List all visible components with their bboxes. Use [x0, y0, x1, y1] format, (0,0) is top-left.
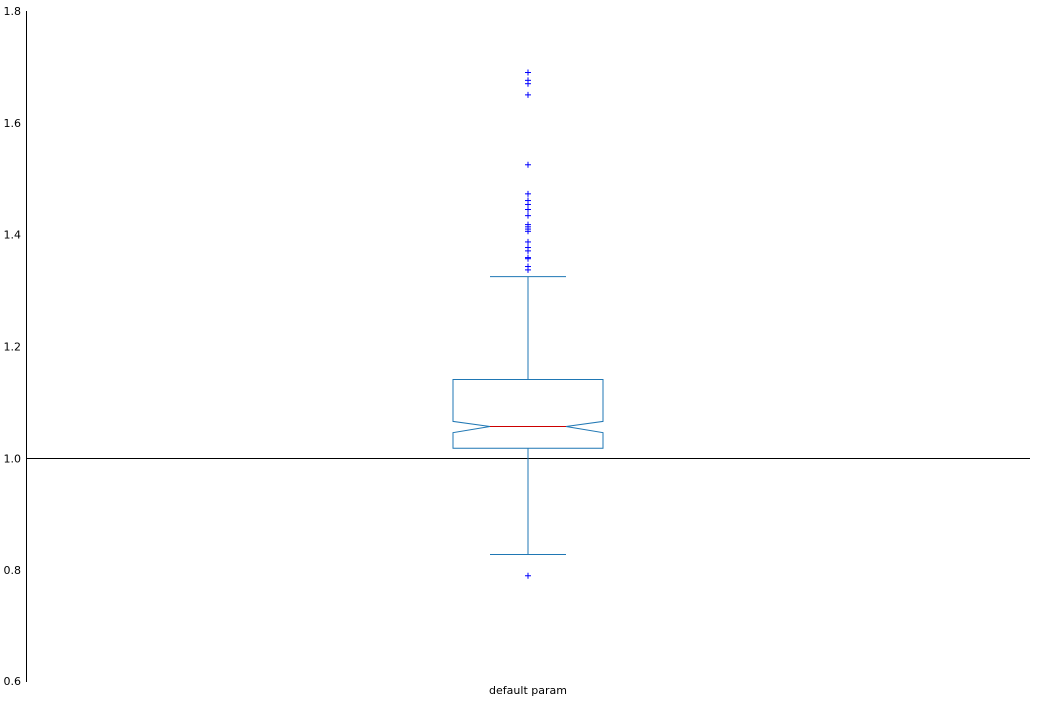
outlier-point [525, 77, 531, 84]
y-tick-label: 1.6 [4, 117, 22, 130]
y-tick-label: 1.2 [4, 341, 22, 354]
outlier-point [525, 263, 531, 270]
outlier-point [525, 190, 531, 197]
outlier-point [525, 161, 531, 168]
y-tick-label: 1.0 [4, 452, 22, 465]
y-tick-label: 1.8 [4, 5, 22, 18]
outlier-point [525, 91, 531, 98]
outlier-point [525, 221, 531, 228]
category-labels: default param [489, 684, 567, 697]
outlier-point [525, 254, 531, 261]
y-tick-label: 0.6 [4, 675, 22, 688]
outlier-point [525, 197, 531, 204]
outlier-point [525, 206, 531, 213]
outlier-point [525, 238, 531, 245]
y-tick-label: 0.8 [4, 564, 22, 577]
box-notched [452, 378, 604, 449]
y-tick-label: 1.4 [4, 229, 22, 242]
x-category-label: default param [489, 684, 567, 697]
outlier-point [525, 212, 531, 219]
box-group [452, 69, 604, 579]
y-axis-ticks: 0.6 0.8 1.0 1.2 1.4 1.6 1.8 [4, 5, 22, 688]
outlier-point [525, 69, 531, 76]
outlier-point [525, 572, 531, 579]
outlier-point [525, 244, 531, 251]
